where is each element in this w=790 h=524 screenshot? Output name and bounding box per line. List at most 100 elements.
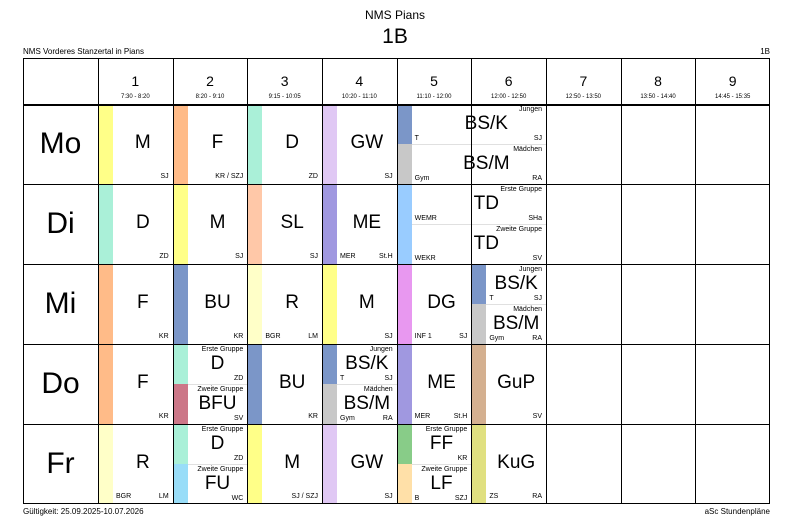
lesson-cell[interactable]: Erste Gruppe TD WEMR SHa Zweite Gruppe TD WEKR… [396,184,546,264]
room-label: MER [414,413,431,420]
teacher-label: St.H [379,253,393,260]
subject-color-bar [396,184,412,224]
teacher-label: SJ [235,253,244,260]
lesson-cell[interactable]: GW SJ [322,424,397,504]
group-subcell[interactable]: Jungen BS/K T SJ [471,264,546,304]
group-subcell[interactable]: Erste Gruppe D ZD [172,344,248,384]
teacher-label: SJ [384,173,393,180]
grid-line [621,58,622,504]
lesson-cell[interactable]: Erste Gruppe FF KR Zweite Gruppe LF B SZJ [396,424,472,504]
lesson-cell[interactable]: M SJ [172,184,248,264]
teacher-label: LM [308,333,318,340]
group-subcell[interactable]: Erste Gruppe D ZD [172,424,248,464]
room-label: MER [340,253,356,260]
group-subcell[interactable]: Zweite Gruppe BFU SV [172,384,248,424]
group-label: Zweite Gruppe [421,466,468,473]
group-label: Zweite Gruppe [496,226,542,233]
lesson-cell[interactable]: KuG ZS RA [471,424,546,504]
group-subcell[interactable]: Zweite Gruppe TD WEKR SV [396,224,546,264]
group-subcell[interactable]: Zweite Gruppe LF B SZJ [396,464,472,504]
period-number: 5 [430,73,438,89]
lesson-cell[interactable]: ME MER St.H [322,184,397,264]
period-header: 5 11:10 - 12:00 [397,58,472,104]
lesson-cell[interactable]: BU KR [247,344,322,424]
group-subcell[interactable]: Mädchen BS/M Gym RA [471,304,546,344]
subject-label: D [210,433,225,454]
group-subcell[interactable]: Erste Gruppe TD WEMR SHa [396,184,546,224]
lesson-cell[interactable]: Jungen BS/K T SJ Mädchen BS/M Gym RA [471,264,546,344]
subject-color-bar [471,304,487,344]
subject-color-bar [471,424,487,504]
subject-color-bar [471,264,487,304]
school-title: NMS Pians [364,8,426,22]
group-divider [337,384,397,385]
lesson-cell[interactable]: Erste Gruppe D ZD Zweite Gruppe BFU SV [172,344,248,424]
grid-line [247,58,248,504]
group-subcell[interactable]: Zweite Gruppe FU WC [172,464,248,504]
lesson-cell[interactable]: F KR [98,344,173,424]
period-time: 11:10 - 12:00 [416,94,452,100]
group-subcell[interactable]: Erste Gruppe FF KR [396,424,472,464]
lesson-cell[interactable]: D ZD [247,104,322,184]
period-number: 9 [728,73,737,89]
subject-color-bar [172,104,188,184]
lesson-cell[interactable]: GW SJ [322,104,397,184]
lesson-cell[interactable]: R BGR LM [247,264,322,344]
subject-label: D [210,353,225,374]
timetable-grid: 1 7:30 - 8:20 2 8:20 - 9:10 3 9:15 - 10:05 4 10… [23,58,770,504]
period-time: 12:00 - 12:50 [490,94,527,100]
lesson-cell[interactable]: GuP SV [471,344,546,424]
subject-color-bar [247,104,263,184]
teacher-label: KR [158,413,169,420]
lesson-cell[interactable]: F KR / SZJ [172,104,248,184]
teacher-label: SJ / SZJ [291,493,318,500]
period-time: 13:50 - 14:40 [640,94,676,100]
room-label: T [489,295,494,302]
day-label: Fr [46,447,75,480]
lesson-cell[interactable]: R BGR LM [98,424,173,504]
teacher-label: RA [532,493,542,500]
subject-label: TD [473,233,499,254]
teacher-label: SV [233,415,244,422]
class-title: 1B [382,25,408,48]
lesson-cell[interactable]: SL SJ [247,184,322,264]
group-label: Mädchen [363,386,393,393]
teacher-label: SJ [384,375,393,382]
teacher-label: SJ [533,135,542,142]
lesson-cell[interactable]: DG INF 1 SJ [396,264,472,344]
lesson-cell[interactable]: ME MER St.H [396,344,472,424]
lesson-cell[interactable]: Jungen BS/K T SJ Mädchen BS/M Gym RA [322,344,397,424]
subject-color-bar [172,424,188,464]
lesson-cell[interactable]: Erste Gruppe D ZD Zweite Gruppe FU WC [172,424,248,504]
group-label: Erste Gruppe [425,426,468,433]
period-number: 7 [579,73,588,89]
lesson-cell[interactable]: D ZD [98,184,173,264]
lesson-cell[interactable]: Jungen BS/K T SJ Mädchen BS/M Gym RA [396,104,546,184]
grid-line [23,58,770,59]
group-subcell[interactable]: Mädchen BS/M Gym RA [396,144,546,184]
subject-label: GW [350,132,384,153]
subject-label: R [285,292,300,313]
lesson-cell[interactable]: M SJ [322,264,397,344]
subject-label: F [211,132,224,153]
lesson-cell[interactable]: M SJ [98,104,173,184]
group-label: Jungen [519,266,542,273]
lesson-cell[interactable]: M SJ / SZJ [247,424,322,504]
subject-color-bar [172,464,188,504]
group-subcell[interactable]: Jungen BS/K T SJ [322,344,397,384]
subject-label: LF [430,473,453,494]
grid-line [397,58,398,504]
group-label: Jungen [519,106,542,113]
teacher-label: SJ [384,493,393,500]
lesson-cell[interactable]: F KR [98,264,173,344]
lesson-cell[interactable]: BU KR [172,264,248,344]
subject-label: BS/M [343,393,391,414]
group-label: Mädchen [513,146,542,153]
group-subcell[interactable]: Jungen BS/K T SJ [396,104,546,144]
group-subcell[interactable]: Mädchen BS/M Gym RA [322,384,397,424]
group-divider [187,384,248,385]
subject-color-bar [396,224,412,264]
validity-text: Gültigkeit: 25.09.2025-10.07.2026 [23,507,144,516]
subject-color-bar [98,104,113,184]
teacher-label: ZD [233,455,244,462]
